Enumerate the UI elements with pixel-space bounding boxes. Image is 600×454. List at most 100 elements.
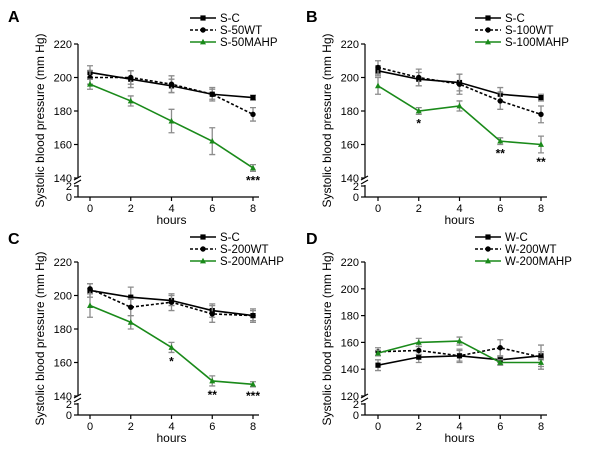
data-point <box>127 319 134 325</box>
series-s-200mahp <box>87 293 256 388</box>
y-tick-label: 200 <box>341 73 359 85</box>
x-axis-label: hours <box>444 431 474 445</box>
y-tick-label: 140 <box>54 173 72 185</box>
y-tick-label: 200 <box>54 73 72 85</box>
x-tick-label: 2 <box>416 421 422 433</box>
series-s-100mahp <box>375 76 544 154</box>
data-point <box>168 117 175 124</box>
series-line <box>377 66 542 116</box>
significance-marker: ** <box>496 147 506 161</box>
y-axis-label: Systolic blood pressure (mm Hg) <box>33 251 47 425</box>
x-tick-label: 8 <box>538 203 544 215</box>
data-point <box>87 302 93 308</box>
panel-letter: D <box>306 231 318 248</box>
legend-label: S-200WT <box>220 244 269 256</box>
y-tick-label: 180 <box>54 106 72 118</box>
legend-label: S-100WT <box>505 25 554 37</box>
data-point <box>538 141 544 147</box>
data-point <box>375 362 381 368</box>
x-axis-label: hours <box>444 213 474 227</box>
data-point <box>456 102 463 109</box>
legend-marker <box>200 38 206 45</box>
data-point <box>168 299 175 305</box>
data-point <box>128 304 134 310</box>
y-tick-label: 200 <box>341 284 359 296</box>
panel-letter: B <box>306 9 318 26</box>
data-point <box>538 95 544 101</box>
data-point <box>250 312 256 319</box>
significance-marker: ** <box>208 388 218 402</box>
significance-marker: *** <box>246 389 260 403</box>
legend-marker <box>200 27 206 33</box>
y-tick-label: 160 <box>341 140 359 152</box>
data-point <box>497 345 503 351</box>
data-point <box>415 339 422 345</box>
data-point <box>416 354 422 360</box>
data-point <box>250 111 256 118</box>
x-tick-label: 8 <box>538 421 544 433</box>
data-point <box>416 347 422 354</box>
legend-label: S-C <box>220 232 240 244</box>
legend-label: W-200MAHP <box>505 256 572 268</box>
y-axis-label: Systolic blood pressure (mm Hg) <box>320 251 334 425</box>
significance-marker: ** <box>536 155 546 169</box>
legend-label: S-C <box>220 13 240 25</box>
x-tick-label: 2 <box>128 421 134 433</box>
data-point <box>168 81 175 87</box>
series-w-200mahp <box>375 336 544 368</box>
legend-marker <box>485 257 491 264</box>
y-tick-label: 160 <box>54 140 72 152</box>
data-point <box>250 95 256 101</box>
legend-marker <box>485 234 491 240</box>
x-tick-label: 2 <box>416 203 422 215</box>
data-point <box>209 91 215 97</box>
legend-marker <box>485 27 491 33</box>
series-s-50wt <box>87 70 256 122</box>
x-tick-label: 8 <box>250 421 256 433</box>
y-tick-label: 140 <box>54 391 72 403</box>
data-point <box>209 137 216 144</box>
data-point <box>416 74 422 81</box>
significance-marker: * <box>416 116 421 130</box>
data-point <box>456 353 463 359</box>
data-point <box>375 64 381 71</box>
legend-marker <box>485 246 491 252</box>
legend-label: S-C <box>505 13 525 25</box>
legend-marker <box>200 257 206 264</box>
x-tick-label: 0 <box>375 421 381 433</box>
x-tick-label: 0 <box>87 421 93 433</box>
legend-label: S-100MAHP <box>505 37 569 49</box>
y-tick-label: 160 <box>341 337 359 349</box>
y-tick-label: 2 <box>66 181 72 193</box>
y-tick-label: 120 <box>341 391 359 403</box>
data-point <box>538 359 544 365</box>
x-tick-label: 4 <box>456 421 462 433</box>
y-tick-label: 220 <box>341 39 359 51</box>
data-point <box>497 137 504 144</box>
x-axis-label: hours <box>156 431 186 445</box>
legend-label: W-C <box>505 232 528 244</box>
x-tick-label: 6 <box>209 203 215 215</box>
y-tick-label: 2 <box>66 399 72 411</box>
y-tick-label: 0 <box>66 192 72 204</box>
y-tick-label: 2 <box>353 399 359 411</box>
x-tick-label: 0 <box>87 203 93 215</box>
legend-marker <box>200 234 206 240</box>
data-point <box>497 359 504 365</box>
data-point <box>209 311 215 317</box>
data-point <box>375 349 381 356</box>
y-tick-label: 220 <box>54 257 72 269</box>
legend-marker <box>200 15 206 21</box>
data-point <box>209 377 216 384</box>
x-tick-label: 6 <box>209 421 215 433</box>
data-point <box>250 381 256 387</box>
y-tick-label: 220 <box>341 257 359 269</box>
data-point <box>375 82 381 89</box>
y-tick-label: 180 <box>341 106 359 118</box>
y-axis-label: Systolic blood pressure (mm Hg) <box>320 33 334 207</box>
y-tick-label: 180 <box>54 324 72 336</box>
